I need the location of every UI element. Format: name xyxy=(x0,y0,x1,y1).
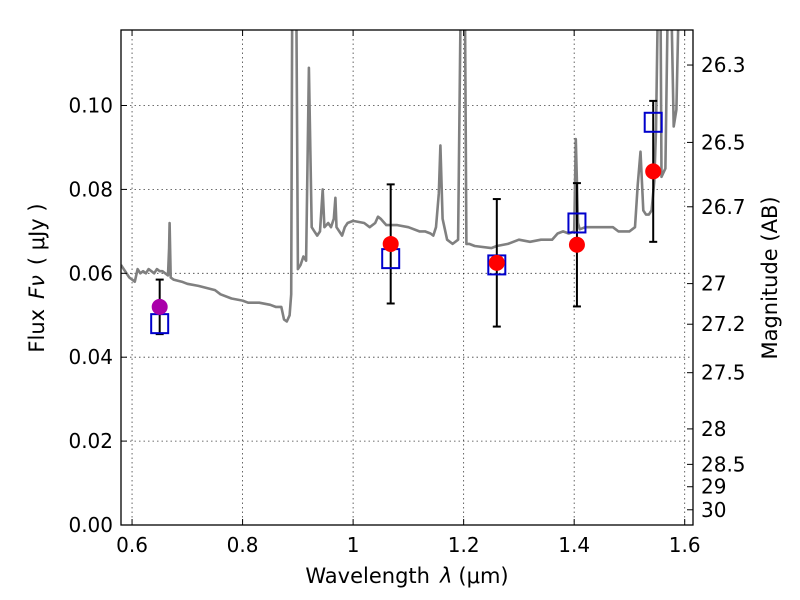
marker-layer xyxy=(150,99,663,336)
y-tick-label: 0.00 xyxy=(68,513,113,537)
x-tick-label: 1 xyxy=(347,533,360,557)
y2-tick-label: 26.5 xyxy=(701,130,746,154)
model-photometry-point xyxy=(567,212,587,234)
y2-tick-label: 27.5 xyxy=(701,361,746,385)
y2-tick-label: 26.7 xyxy=(701,195,746,219)
x-tick-label: 1.6 xyxy=(669,533,701,557)
y2-tick-label: 28.5 xyxy=(701,452,746,476)
axis-ticks: 0.6 0.8 1 1.2 1.4 1.6 0.00 0.02 0.04 0.06 0.08 0.10… xyxy=(68,30,746,557)
observed-photometry-point xyxy=(488,254,505,271)
y-tick-label: 0.08 xyxy=(68,177,113,201)
plot-frame xyxy=(120,29,694,526)
x-tick-label: 1.2 xyxy=(448,533,480,557)
y2-tick-label: 30 xyxy=(701,498,726,522)
y2-tick-label: 26.3 xyxy=(701,53,746,77)
y-axis-title: FluxFν( μJy ) xyxy=(25,203,49,352)
x-tick-label: 1.4 xyxy=(558,533,590,557)
y-tick-label: 0.06 xyxy=(68,261,113,285)
y-tick-label: 0.02 xyxy=(68,429,113,453)
spectrum-line xyxy=(121,30,680,323)
y2-tick-label: 27.2 xyxy=(701,312,746,336)
y2-axis-title: Magnitude (AB) xyxy=(758,196,782,359)
model-photometry-point xyxy=(643,111,663,133)
y-tick-label: 0.04 xyxy=(68,345,113,369)
observed-photometry-point xyxy=(382,235,399,252)
spectrum-layer xyxy=(121,30,680,323)
x-tick-label: 0.6 xyxy=(116,533,148,557)
y2-tick-label: 28 xyxy=(701,417,726,441)
y2-tick-label: 27 xyxy=(701,272,726,296)
y2-tick-label: 29 xyxy=(701,475,726,499)
observed-photometry-point xyxy=(568,236,585,253)
y-tick-label: 0.10 xyxy=(68,94,113,118)
grid xyxy=(121,30,693,526)
x-axis-title: Wavelength λ (μm) xyxy=(305,564,508,588)
x-tick-label: 0.8 xyxy=(227,533,259,557)
observed-photometry-point xyxy=(645,163,662,180)
observed-photometry-point xyxy=(151,298,168,315)
